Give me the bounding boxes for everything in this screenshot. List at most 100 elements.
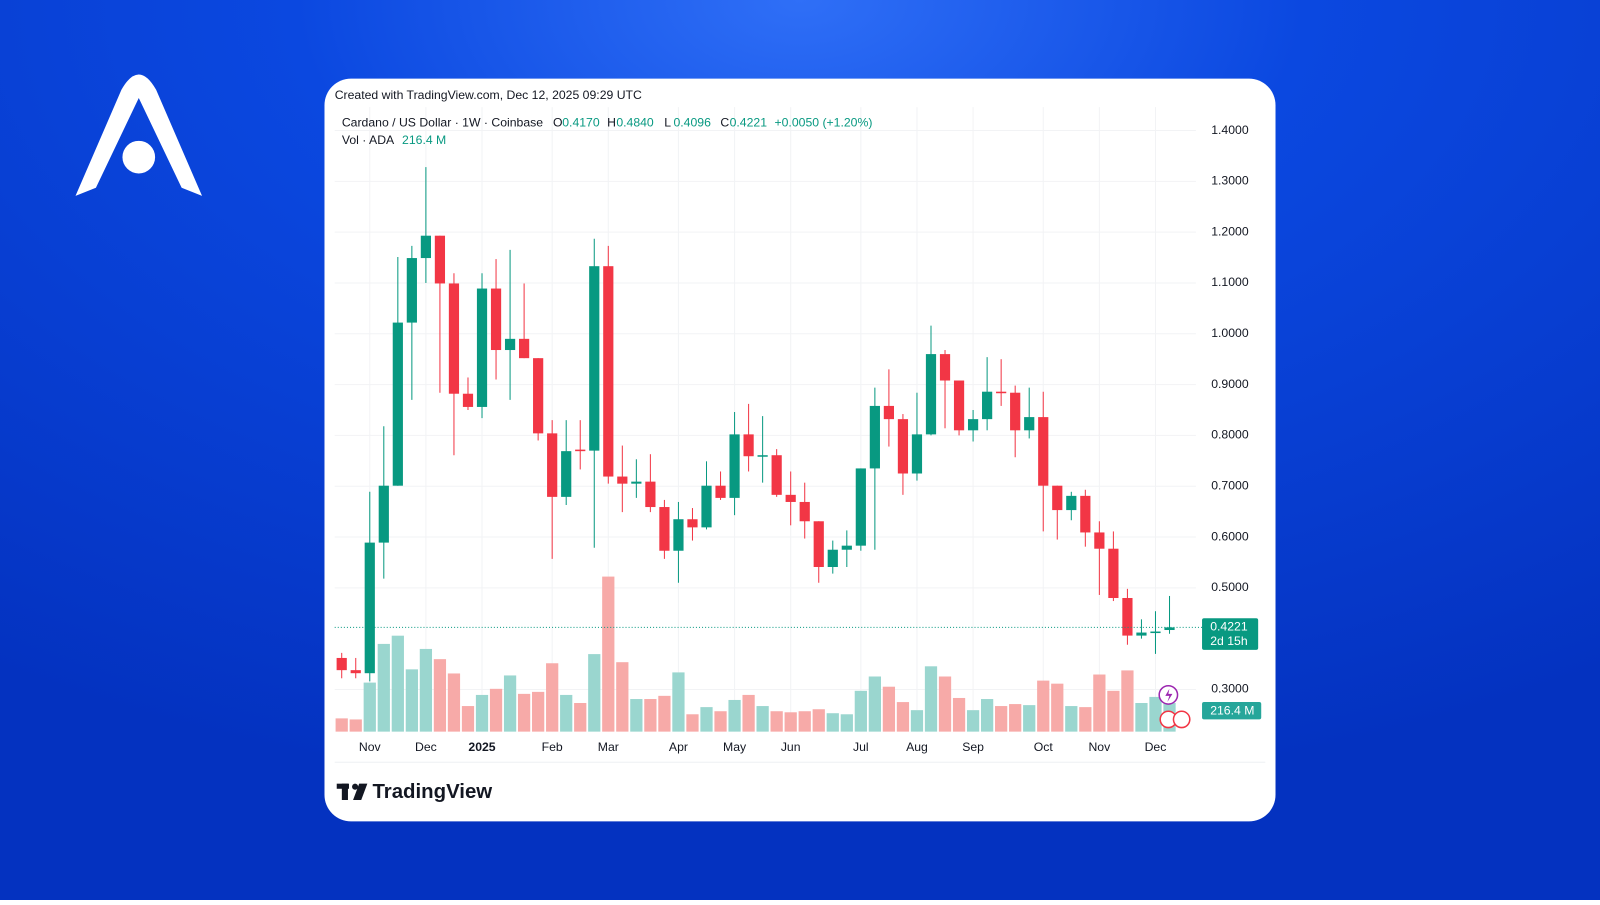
candle-body [925, 354, 937, 435]
volume-bar [574, 703, 587, 732]
volume-bar [1135, 703, 1148, 732]
volume-bar [868, 676, 881, 732]
candle-body [883, 405, 895, 420]
volume-bar [826, 713, 839, 732]
y-tick-label: 0.7000 [1211, 478, 1249, 492]
volume-bar [756, 706, 769, 732]
brand: TradingView [336, 781, 492, 803]
candle-body [1038, 417, 1049, 486]
legend-value: 0.4170 [562, 116, 600, 130]
volume-bar [924, 666, 938, 732]
y-tick-label: 0.8000 [1211, 428, 1249, 442]
candle-body [589, 266, 600, 451]
candle-body [476, 288, 488, 407]
candle-body [1136, 632, 1147, 636]
candle-body [673, 519, 684, 551]
candle-body [434, 235, 446, 284]
candle-body [785, 494, 796, 502]
candle-body [743, 434, 754, 457]
candle-body [939, 354, 951, 381]
candle-body [392, 322, 403, 486]
volume-bar [1149, 696, 1162, 732]
volume-bar [630, 699, 643, 732]
x-tick-label: Nov [1088, 740, 1111, 754]
candle-body [701, 485, 712, 528]
volume-bar [602, 576, 615, 732]
candle-body [757, 455, 768, 457]
candle-body [1010, 392, 1021, 431]
plot: 1.4000 1.3000 1.2000 1.1000 1.0000 0.9000 0.80… [334, 107, 1262, 754]
brand-name: TradingView [372, 781, 492, 803]
volume-bar [461, 706, 475, 732]
volume-bar [546, 663, 559, 732]
candle-body [911, 434, 923, 474]
volume-bar [560, 694, 573, 732]
last-price: 0.4221 [1210, 620, 1248, 634]
volume-bar [784, 712, 797, 732]
volume-bar [840, 714, 853, 732]
volume-bar [475, 694, 489, 732]
volume-bar [1107, 690, 1120, 732]
candle-body [519, 338, 530, 359]
volume-bar [770, 711, 783, 732]
logo [75, 74, 203, 196]
candle-body [645, 481, 656, 508]
volume-bar [742, 694, 755, 732]
logo-dot [122, 140, 156, 174]
volume-bar [952, 697, 966, 732]
candle-body [420, 235, 431, 259]
brand-mark [352, 783, 359, 790]
volume-bar [910, 710, 924, 732]
candle-body [336, 657, 347, 671]
volume-bar [1093, 674, 1106, 732]
logo-a [75, 74, 203, 196]
volume-bar [798, 711, 811, 732]
legend-change: +0.0050 (+1.20%) [774, 116, 872, 130]
candle-body [533, 358, 544, 434]
candle-body [687, 519, 698, 528]
candle-body [1122, 597, 1133, 636]
candle-body [799, 501, 810, 522]
x-tick-label: Mar [598, 740, 619, 754]
candle-body [1108, 548, 1119, 598]
y-tick-label: 0.6000 [1211, 529, 1249, 543]
volume-value: 216.4 M [402, 133, 446, 147]
candle-body [813, 521, 824, 567]
x-tick-label: May [723, 740, 747, 754]
candle-body [1024, 417, 1035, 431]
volume-bar [363, 682, 376, 732]
candle-body [996, 391, 1007, 394]
candle-body [1066, 495, 1077, 511]
candle-body [378, 485, 389, 543]
candle-body [1080, 495, 1091, 533]
x-tick-label: Nov [359, 740, 382, 754]
created-note: Created with TradingView.com, Dec 12, 20… [335, 88, 642, 102]
last-price-tag [1202, 618, 1259, 650]
volume-bar [714, 711, 727, 732]
volume-bar [882, 686, 896, 732]
volume-bar [391, 635, 404, 732]
y-tick-label: 1.4000 [1211, 123, 1249, 137]
legend-value: 0.4096 [673, 116, 711, 130]
legend-value: 0.4840 [616, 116, 654, 130]
last-volume-tag [1202, 702, 1262, 720]
candle-body [771, 455, 782, 495]
candle-body [603, 266, 614, 477]
candle-body [715, 485, 726, 498]
volume-bar [938, 676, 952, 732]
x-tick-label: Jun [781, 740, 801, 754]
candle-body [967, 419, 979, 431]
candle-body [350, 670, 361, 674]
volume-bar [588, 654, 601, 732]
x-tick-label: Dec [415, 740, 437, 754]
x-tick-label: Apr [669, 740, 688, 754]
candle-body [869, 405, 880, 469]
y-tick-label: 1.3000 [1211, 174, 1249, 188]
y-tick-label: 0.5000 [1211, 580, 1249, 594]
event-icon [1165, 688, 1173, 703]
volume-bar [686, 714, 699, 732]
volume-bar [335, 718, 348, 732]
y-tick-label: 1.2000 [1211, 224, 1249, 238]
candle-body [406, 258, 417, 323]
